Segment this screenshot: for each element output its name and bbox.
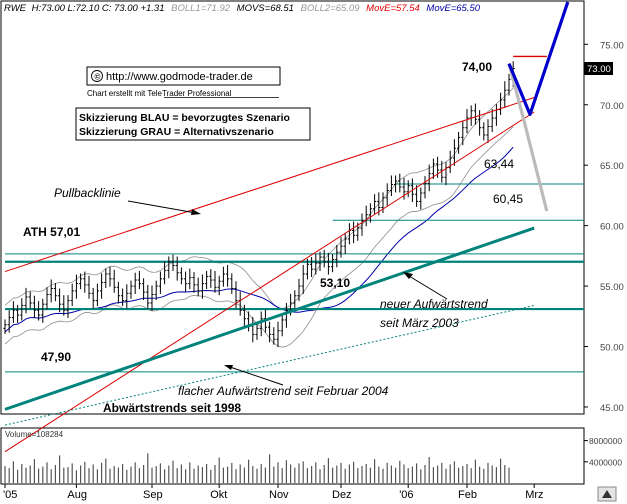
primary-uptrend-line xyxy=(4,226,535,411)
x-axis-tick-label: Okt xyxy=(210,489,227,501)
flat-uptrend-line xyxy=(4,304,535,426)
volume-panel-frame xyxy=(0,427,585,485)
level-label-6344: 63,44 xyxy=(484,157,514,171)
header-line: RWE H:73.00 L:72.10 C: 73.00 +1.31 BOLL1… xyxy=(4,3,481,14)
y-axis-tick-label: 60.00 xyxy=(600,222,624,233)
x-axis-tick-label: Sep xyxy=(143,489,163,501)
new-trend-arrow-head xyxy=(403,272,413,279)
level-label-4790: 47,90 xyxy=(41,350,71,364)
header-movs: MOVS=68.51 xyxy=(237,3,294,14)
y-axis-tick-label: 75.00 xyxy=(600,40,624,51)
level-label-5310: 53,10 xyxy=(320,276,350,290)
upper-channel-line xyxy=(4,97,535,273)
flat-trend-arrow-head xyxy=(224,365,233,370)
high-label: 74,00 xyxy=(462,60,492,74)
scenario-box xyxy=(75,107,311,141)
last-price-text: 73.00 xyxy=(587,64,611,75)
x-axis-tick-label: Feb xyxy=(458,489,477,501)
volume-bars xyxy=(4,453,510,483)
pullback-arrow-line xyxy=(127,200,197,214)
last-price-tag xyxy=(584,62,613,75)
y-axis-tick-label: 45.00 xyxy=(600,403,624,414)
level-label-6045: 60,45 xyxy=(493,192,523,206)
header-stats: H:73.00 L:72.10 C: 73.00 +1.31 xyxy=(32,3,165,14)
copyright-icon xyxy=(91,70,103,82)
copyright-symbol: © xyxy=(95,73,101,82)
axis-layer: 45.00 50.00 55.00 60.00 65.00 70.00 75.00 '05 Au… xyxy=(3,40,624,501)
header-move-blue: MovE=65.50 xyxy=(426,3,480,14)
header-boll1: BOLL1=71.92 xyxy=(171,3,231,14)
scenario-gray-text: Skizzierung GRAU = Alternativszenario xyxy=(79,126,274,138)
chart-credit: Chart erstellt mit TeleTrader Profession… xyxy=(87,89,232,98)
header-move-red: MovE=57.54 xyxy=(366,3,420,14)
ath-label: ATH 57,01 xyxy=(23,225,80,239)
x-axis-tick-label: '06 xyxy=(399,489,413,501)
bollinger-upper-line xyxy=(4,87,514,309)
pullback-arrow-head xyxy=(191,209,201,215)
volume-axis-tick-label: 8000000 xyxy=(589,436,622,446)
foreground-layer xyxy=(4,1,570,453)
volume-axis-tick-label: 4000000 xyxy=(589,457,622,467)
new-trend-label-2: seit März 2003 xyxy=(380,316,459,330)
downtrends-label: Abwärtstrends seit 1998 xyxy=(103,401,241,415)
x-axis-tick-label: '05 xyxy=(3,489,17,501)
volume-label: Volume=108284 xyxy=(5,430,64,439)
blue-scenario-path xyxy=(507,1,570,117)
gray-scenario-path xyxy=(507,63,549,212)
price-panel-frame xyxy=(0,0,585,415)
bollinger-lower-line xyxy=(4,126,514,348)
flat-trend-arrow-line xyxy=(229,366,284,386)
copyright-url: http://www.godmode-trader.de xyxy=(106,71,253,83)
scenario-blue-text: Skizzierung BLAU = bevorzugtes Szenario xyxy=(79,112,290,124)
y-axis-tick-label: 50.00 xyxy=(600,343,624,354)
copyright-box xyxy=(86,66,281,86)
price-bars xyxy=(3,61,515,348)
new-trend-label-1: neuer Aufwärtstrend xyxy=(380,297,488,311)
new-trend-arrow-line xyxy=(408,275,448,300)
x-axis-tick-label: Aug xyxy=(67,489,87,501)
pullback-label: Pullbacklinie xyxy=(54,186,121,200)
long-moving-average-line xyxy=(4,111,535,453)
y-axis-tick-label: 70.00 xyxy=(600,101,624,112)
header-symbol: RWE xyxy=(4,3,27,14)
x-axis-tick-label: Mrz xyxy=(525,489,543,501)
scroll-up-icon[interactable] xyxy=(602,490,612,498)
y-axis-tick-label: 55.00 xyxy=(600,282,624,293)
x-axis-tick-label: Nov xyxy=(269,489,289,501)
x-axis-tick-label: Dez xyxy=(332,489,352,501)
header-boll2: BOLL2=65.09 xyxy=(301,3,361,14)
y-axis-tick-label: 65.00 xyxy=(600,161,624,172)
flat-trend-label: flacher Aufwärtstrend seit Februar 2004 xyxy=(178,384,389,398)
